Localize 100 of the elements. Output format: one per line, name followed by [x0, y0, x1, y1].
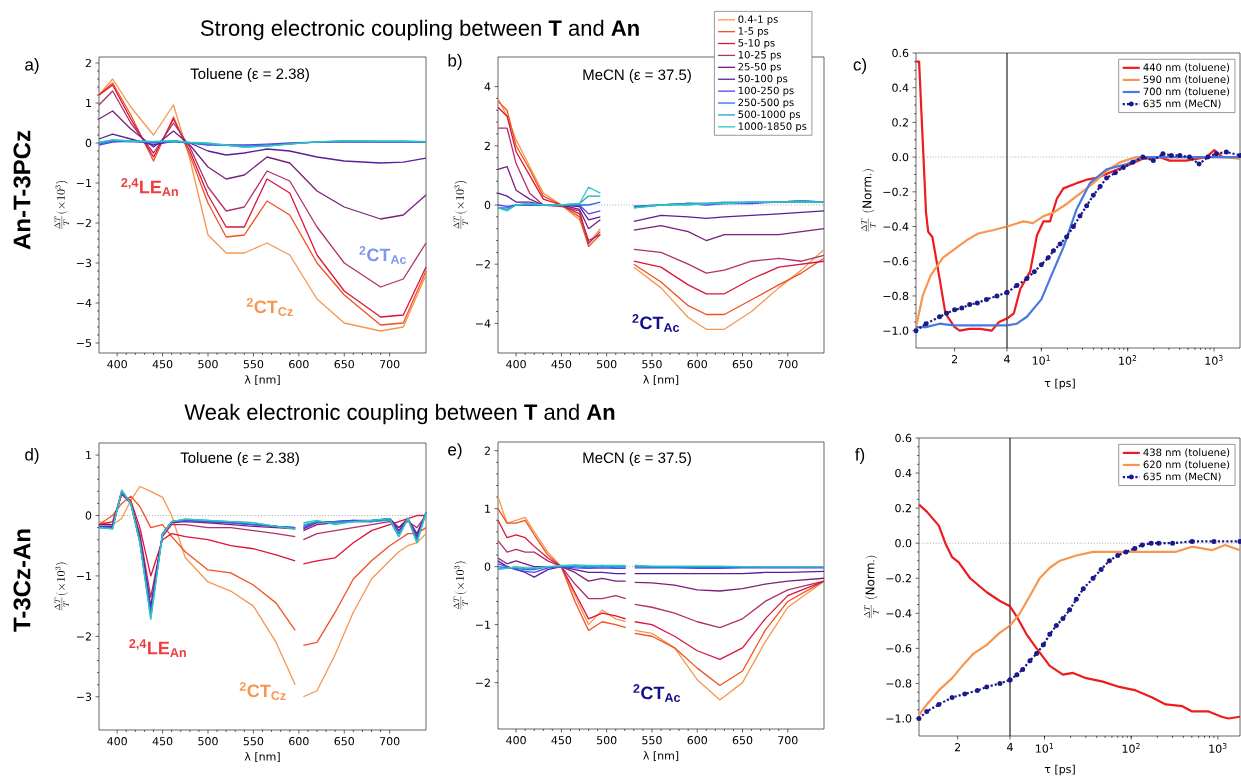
x-tick-label: 600 [687, 360, 707, 369]
y-tick-label: 0.4 [895, 468, 912, 478]
x-tick-label: 550 [243, 360, 264, 369]
legend-label: 700 nm (toluene) [1143, 87, 1230, 97]
chart-title: a) [25, 58, 39, 74]
chart-title: c) [853, 58, 867, 74]
legend-label: 5-10 ps [738, 39, 775, 49]
y-tick-label: −4 [475, 319, 491, 328]
y-tick-label: −1.0 [883, 326, 909, 335]
x-axis-title: λ [nm] [244, 752, 280, 762]
legend-label: 10-25 ps [738, 50, 781, 61]
y-tick-label: −5 [76, 338, 92, 348]
y-tick-label: −0.2 [886, 574, 911, 583]
x-tick-label: 450 [551, 736, 572, 745]
annotation: Toluene (ε = 2.38) [190, 68, 309, 82]
y-tick-label: −1.0 [886, 714, 912, 723]
annotation: $^{2}$CT$_{Cz}$ [239, 681, 286, 701]
x-tick-label: 700 [380, 360, 400, 369]
y-tick-label: −0.6 [883, 257, 909, 266]
x-tick-label: 650 [334, 737, 355, 746]
y-tick-label: −0.8 [886, 679, 912, 688]
legend-label: 620 nm (toluene) [1143, 460, 1230, 470]
y-tick-label: 2 [484, 446, 490, 455]
x-tick-label: 650 [732, 736, 753, 745]
legend-label: 438 nm (toluene) [1143, 448, 1230, 458]
y-tick-label: −0.2 [883, 187, 908, 196]
x-tick-label: 550 [642, 360, 662, 369]
legend-label: 25-50 ps [738, 62, 781, 73]
x-tick-label: 700 [778, 360, 798, 369]
y-tick-label: −1 [76, 178, 91, 188]
y-axis-title: $\frac{\Delta T}{T}(\times 10^{3})$ [54, 562, 69, 611]
text: Weak electronic coupling between T and An [184, 403, 615, 425]
y-axis-title: $\frac{\Delta T}{T}\ \mathrm{(Norm.)}$ [863, 555, 879, 619]
x-tick-label: 10$^{1}$ [1032, 355, 1050, 365]
chart-title: e) [448, 443, 462, 459]
y-tick-label: 0.4 [892, 83, 909, 92]
x-axis-title: τ [ps] [1044, 378, 1075, 390]
y-axis-title: $\frac{\Delta T}{T}(\times 10^{3})$ [453, 561, 468, 610]
x-tick-label: 550 [243, 737, 264, 746]
y-tick-label: −0.6 [886, 644, 912, 653]
text: f) [855, 448, 865, 464]
y-tick-label: 0.6 [892, 48, 909, 58]
x-tick-label: 2 [951, 355, 958, 364]
chart-title: b) [448, 54, 462, 70]
x-tick-label: 450 [152, 737, 173, 746]
x-tick-label: 400 [506, 360, 526, 369]
y-tick-label: −2 [76, 632, 91, 641]
x-tick-label: 600 [687, 736, 707, 745]
x-tick-label: 700 [380, 737, 400, 746]
legend-label: 250-500 ps [738, 98, 794, 109]
y-tick-label: 0.0 [895, 539, 912, 548]
y-tick-label: −4 [76, 298, 92, 308]
x-tick-label: 2 [954, 743, 961, 752]
x-tick-label: 10$^{2}$ [1119, 355, 1137, 365]
x-tick-label: 400 [506, 736, 526, 745]
x-tick-label: 10$^{3}$ [1205, 355, 1223, 365]
y-tick-label: 1 [86, 98, 91, 108]
legend-label: 440 nm (toluene) [1143, 63, 1230, 73]
text: Strong electronic coupling between T and An [200, 19, 639, 41]
annotation: Toluene (ε = 2.38) [180, 452, 299, 466]
annotation: $^{2}$CT$_{Ac}$ [359, 246, 407, 264]
y-tick-label: −1 [475, 620, 490, 629]
x-tick-label: 700 [778, 736, 798, 745]
x-tick-label: 450 [152, 360, 173, 369]
y-tick-label: 0 [484, 200, 491, 210]
y-axis-title: $\frac{\Delta T}{T}(\times 10^{3})$ [453, 180, 468, 229]
x-tick-label: 400 [107, 360, 127, 369]
x-axis-title: λ [nm] [643, 375, 679, 385]
x-tick-label: 10$^{3}$ [1209, 743, 1227, 753]
y-tick-label: 0 [484, 562, 491, 571]
x-tick-label: 10$^{1}$ [1036, 743, 1053, 753]
y-tick-label: 2 [85, 58, 91, 68]
y-tick-label: −2 [475, 678, 490, 687]
x-tick-label: 500 [597, 360, 617, 369]
x-axis-title: λ [nm] [643, 751, 679, 761]
x-tick-label: 450 [551, 360, 572, 369]
y-tick-label: −2 [76, 218, 91, 228]
x-tick-label: 650 [334, 360, 355, 369]
text: An-T-3PCz [13, 130, 31, 250]
y-tick-label: 0.0 [892, 152, 909, 162]
legend-label: 1000-1850 ps [738, 122, 807, 132]
y-tick-label: −0.4 [883, 222, 909, 231]
legend-label: 635 nm (MeCN) [1143, 472, 1221, 482]
y-tick-label: 0.2 [892, 118, 908, 127]
annotation: $^{2,4}$LE$_{An}$ [121, 178, 178, 196]
x-tick-label: 600 [289, 360, 309, 369]
y-tick-label: −1 [76, 571, 91, 580]
legend-label: 590 nm (toluene) [1143, 75, 1230, 85]
annotation: $^{2}$CT$_{Ac}$ [633, 684, 681, 702]
annotation: $^{2}$CT$_{Ac}$ [632, 314, 680, 332]
x-tick-label: 500 [198, 737, 218, 746]
x-axis-title: τ [ps] [1044, 764, 1075, 776]
y-tick-label: 0.2 [895, 503, 911, 513]
y-tick-label: 1 [86, 451, 91, 460]
x-tick-label: 500 [198, 360, 218, 369]
legend-label: 1-5 ps [738, 27, 769, 37]
x-tick-label: 550 [642, 736, 662, 745]
y-tick-label: 2 [484, 141, 490, 150]
x-tick-label: 10$^{2}$ [1122, 743, 1140, 753]
y-tick-label: 1 [485, 504, 490, 513]
